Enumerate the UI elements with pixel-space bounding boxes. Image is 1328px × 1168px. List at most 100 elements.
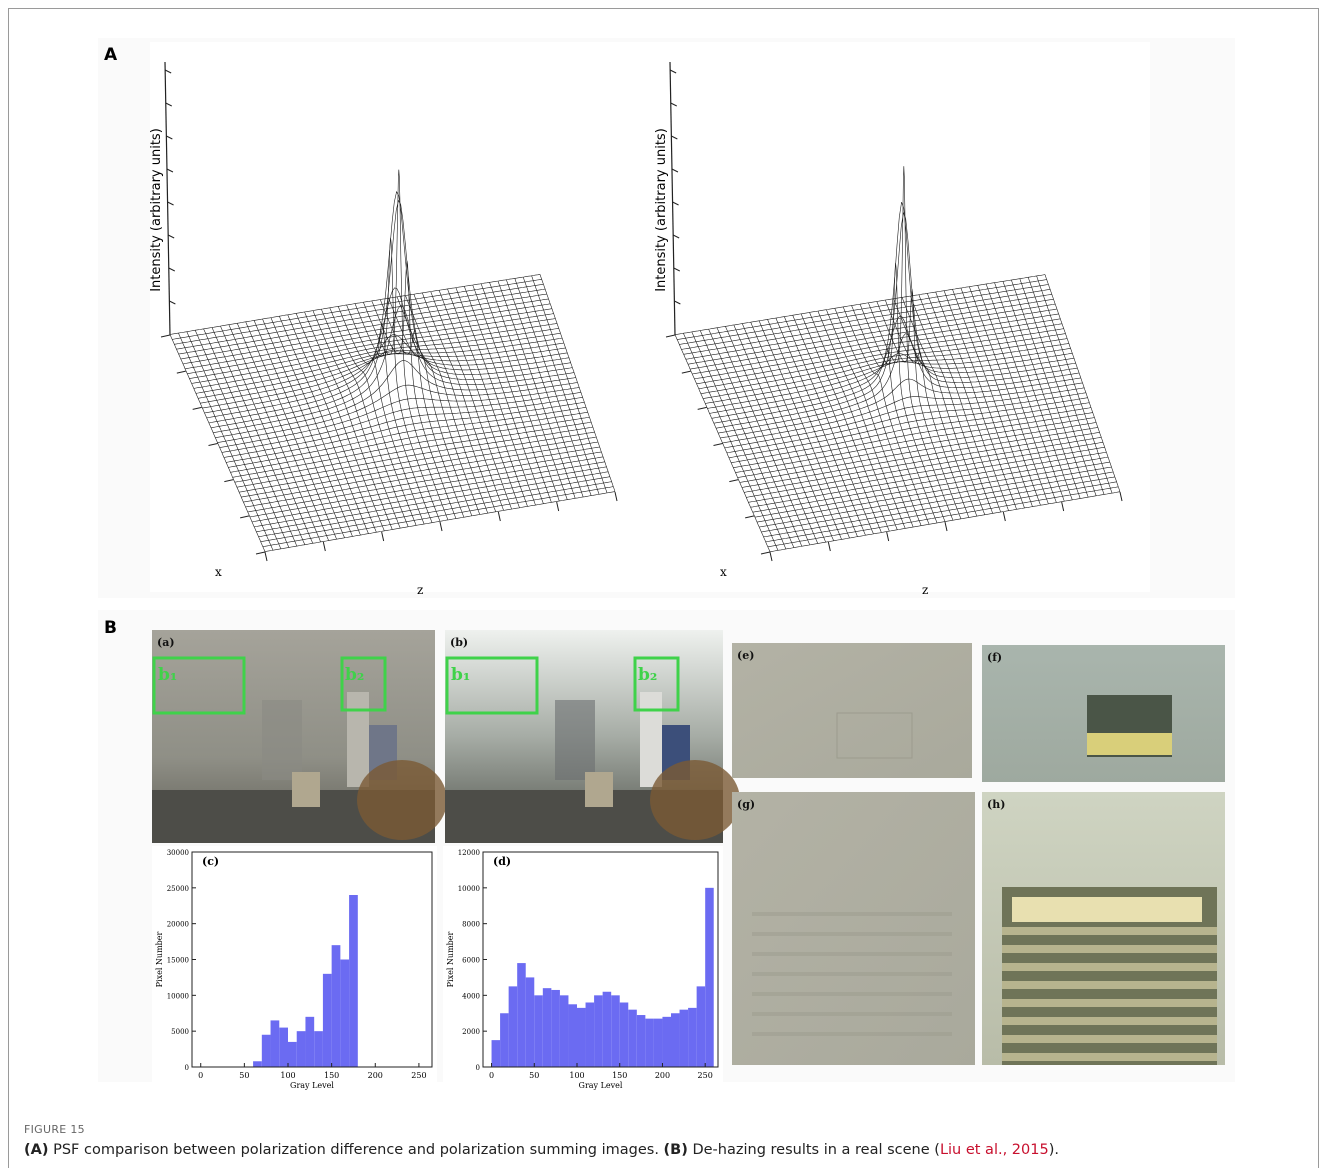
box	[152, 656, 246, 715]
x-axis-title: Gray Level	[579, 1081, 623, 1090]
hist-bar	[296, 1031, 306, 1067]
axis-tick	[769, 551, 773, 562]
photo-label: (g)	[737, 798, 755, 811]
axis-tick	[255, 551, 266, 555]
axis-label: Intensity (arbitrary units)	[654, 128, 669, 292]
y-tick-label: 5000	[171, 1028, 189, 1036]
axis-tick	[886, 531, 890, 542]
box-label: b₂	[638, 665, 657, 685]
mesh-line	[405, 295, 488, 514]
axis-tick	[264, 551, 268, 562]
axis-tick	[672, 201, 679, 206]
trees	[357, 760, 447, 840]
stripe	[1002, 927, 1217, 935]
panel-label: B	[104, 618, 117, 638]
axis-tick	[760, 551, 771, 555]
axis-line	[164, 61, 171, 336]
mesh-line	[232, 416, 590, 478]
mesh-line	[438, 290, 520, 508]
y-tick-label: 4000	[462, 992, 480, 1000]
mesh-line	[371, 260, 457, 519]
mesh-line	[251, 461, 605, 523]
hist-bar	[559, 995, 569, 1067]
photo-label: (e)	[737, 649, 754, 662]
axis-tick	[164, 69, 172, 74]
mesh-line	[769, 491, 1121, 553]
axis-tick	[827, 541, 831, 552]
photo-label: (f)	[987, 651, 1002, 664]
axis-tick	[672, 234, 680, 239]
axis-tick	[556, 501, 560, 512]
box-label: b₁	[451, 665, 470, 685]
mesh-line	[221, 392, 581, 453]
stripe	[752, 1012, 952, 1016]
stripe	[752, 1032, 952, 1036]
mesh-line	[859, 262, 946, 522]
hist-bar	[331, 945, 341, 1067]
mesh-line	[960, 287, 1041, 506]
histograms: 0 50 100 150 200 2500500010000150002000025000…	[152, 846, 723, 1096]
mesh-line	[935, 291, 1017, 510]
building	[262, 700, 302, 780]
mesh-line	[506, 279, 584, 498]
hist-bar	[534, 995, 543, 1067]
axis-tick	[697, 406, 707, 410]
axis-tick	[674, 300, 681, 305]
box	[633, 656, 680, 712]
y-tick-label: 10000	[167, 992, 189, 1000]
mesh-line	[234, 421, 592, 483]
axis-tick	[497, 511, 501, 522]
citation-link[interactable]: Liu et al., 2015	[939, 1142, 1049, 1158]
hist-bar	[636, 1015, 646, 1067]
stripe	[752, 992, 952, 996]
mesh-line	[497, 280, 576, 499]
y-tick-label: 6000	[462, 957, 480, 965]
y-axis-title: Pixel Number	[155, 931, 164, 987]
mesh-line	[223, 397, 583, 458]
axis-tick	[381, 531, 385, 542]
trees	[650, 760, 740, 840]
hist-bar	[500, 1013, 509, 1067]
mesh-line	[893, 298, 978, 517]
mesh-line	[249, 456, 604, 518]
mesh-line	[969, 286, 1049, 505]
axis-tick	[1002, 511, 1006, 522]
mesh-line	[756, 461, 1110, 523]
mesh-line	[1044, 274, 1121, 492]
mesh-line	[735, 412, 1093, 473]
mesh-line	[239, 431, 595, 493]
mesh-line	[243, 441, 599, 503]
mesh-line	[765, 481, 1117, 543]
hist-bar	[679, 1009, 689, 1067]
hist-bar	[322, 973, 332, 1067]
mesh-line	[927, 293, 1009, 511]
mesh-line	[226, 402, 585, 463]
photo-label: (a)	[157, 636, 175, 649]
stripe	[1002, 945, 1217, 953]
hist-bar	[577, 1007, 586, 1067]
axis-tick	[224, 479, 234, 483]
x-tick-label: 50	[239, 1071, 249, 1080]
box-label: b₂	[345, 665, 364, 685]
axis-tick	[192, 406, 202, 410]
stripe	[1002, 981, 1217, 989]
mesh-line	[262, 486, 614, 547]
axis-tick	[681, 370, 691, 374]
axis-tick	[614, 491, 618, 502]
mesh-line	[901, 297, 986, 515]
axis-label: x	[720, 565, 727, 579]
mesh-line	[884, 299, 970, 518]
axis-tick	[240, 515, 250, 519]
figure-number: FIGURE 15	[24, 1123, 85, 1136]
mesh-line	[455, 287, 536, 506]
photo-label: (b)	[450, 636, 468, 649]
mesh-line	[514, 278, 592, 496]
mesh-line	[943, 290, 1025, 509]
mesh-line	[737, 417, 1095, 478]
axis-tick	[439, 521, 443, 532]
figure: A B Intensity (arbitrary units)xzIntensi…	[104, 45, 1225, 1096]
hist-bar	[628, 1009, 637, 1067]
mesh-line	[489, 282, 568, 500]
axis-tick	[322, 541, 326, 552]
mesh-line	[254, 466, 607, 528]
